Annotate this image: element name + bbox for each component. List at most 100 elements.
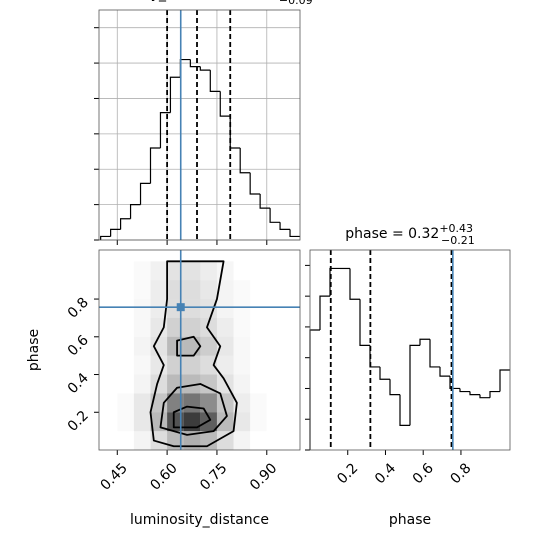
histogram-step <box>309 329 320 450</box>
title-lower: −0.21 <box>441 234 475 247</box>
x-axis-label: luminosity_distance <box>130 512 269 528</box>
density-cell <box>250 318 267 337</box>
density-cell <box>101 375 118 394</box>
density-cell <box>234 280 251 299</box>
density-cell <box>133 374 151 394</box>
histogram-step <box>279 222 291 230</box>
density-cell <box>167 412 184 432</box>
density-cell <box>233 393 251 413</box>
density-cell <box>101 299 118 318</box>
density-cell <box>150 336 168 356</box>
density-cell <box>267 337 284 356</box>
contour <box>176 335 202 357</box>
density-cell <box>233 374 251 394</box>
density-cell <box>150 299 168 318</box>
histogram-step <box>269 208 281 223</box>
density-cell <box>250 393 267 412</box>
histogram-step <box>409 344 420 426</box>
density-cell <box>183 431 201 450</box>
density-cell <box>183 374 201 394</box>
histogram-step <box>429 339 440 368</box>
density-cell <box>150 317 168 337</box>
density-cell <box>183 355 201 375</box>
x-tick-label: 0.75 <box>197 460 230 493</box>
density-cell <box>250 412 267 431</box>
histogram-step <box>219 91 231 117</box>
histogram-step <box>149 147 161 184</box>
density-cell <box>101 412 118 431</box>
density-cell <box>283 261 300 280</box>
contour <box>149 260 238 448</box>
density-cell <box>101 337 118 356</box>
y-tick-label: 0.6 <box>65 332 92 359</box>
density-cell <box>101 431 118 450</box>
histogram-step <box>119 218 131 230</box>
density-cell <box>250 356 267 375</box>
histogram-step <box>399 394 410 426</box>
histogram-step <box>369 345 380 368</box>
density-cell <box>200 261 217 281</box>
y-tick-label: 0.4 <box>65 370 92 397</box>
histogram-step <box>379 366 390 380</box>
axes-frame <box>309 249 511 451</box>
density-cell <box>183 336 201 356</box>
density-cell <box>200 374 217 394</box>
density-cell <box>283 299 300 318</box>
density-cell <box>283 337 300 356</box>
histogram-step <box>129 204 141 219</box>
histogram-step <box>239 148 251 174</box>
histogram-step <box>229 116 241 149</box>
density-cell <box>200 431 217 450</box>
density-cell <box>133 393 151 413</box>
contour <box>172 405 212 429</box>
density-cell <box>200 280 217 300</box>
density-cell <box>267 412 284 431</box>
density-cell <box>216 317 234 337</box>
histogram-step <box>179 58 191 78</box>
density-cell <box>134 280 151 299</box>
density-cell <box>101 393 118 412</box>
histogram-step <box>199 66 211 71</box>
truth-marker <box>176 303 185 312</box>
title-upper: +0.43 <box>439 222 473 235</box>
density-cell <box>150 261 168 281</box>
y-tick-label: 0.2 <box>65 408 92 435</box>
density-cell <box>117 280 134 299</box>
density-cell <box>183 317 201 337</box>
density-cell <box>250 299 267 318</box>
density-cell <box>117 375 134 394</box>
histogram-step <box>389 379 400 396</box>
histogram-step <box>359 299 370 346</box>
density-cell <box>183 412 201 432</box>
density-cell <box>150 280 168 300</box>
density-cell <box>167 336 184 356</box>
density-cell <box>101 356 118 375</box>
density-cell <box>234 337 251 356</box>
density-cell <box>233 431 251 450</box>
density-cell <box>200 355 217 375</box>
axes-frame <box>98 249 301 451</box>
density-cell <box>233 412 251 432</box>
density-cell <box>183 280 201 300</box>
density-cell <box>117 261 134 280</box>
density-cell <box>134 299 151 318</box>
density-cell <box>167 280 184 300</box>
title-main: phase = 0.32 <box>345 226 439 242</box>
density-cell <box>167 261 184 281</box>
density-cell <box>117 393 134 412</box>
density-cell <box>250 261 267 280</box>
density-cell <box>234 356 251 375</box>
density-cell <box>283 431 300 450</box>
x-tick-label: 0.2 <box>334 460 361 487</box>
density-cell <box>216 280 234 300</box>
density-cell <box>183 393 201 413</box>
density-cell <box>117 412 134 431</box>
density-cell <box>216 299 234 318</box>
density-cell <box>216 355 234 375</box>
density-cell <box>183 261 201 281</box>
density-cell <box>267 393 284 412</box>
histogram-step <box>169 76 181 113</box>
histogram-step <box>439 366 450 377</box>
histogram-step <box>209 70 221 92</box>
